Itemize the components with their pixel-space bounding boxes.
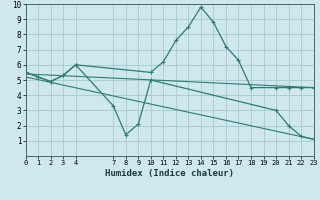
X-axis label: Humidex (Indice chaleur): Humidex (Indice chaleur) — [105, 169, 234, 178]
